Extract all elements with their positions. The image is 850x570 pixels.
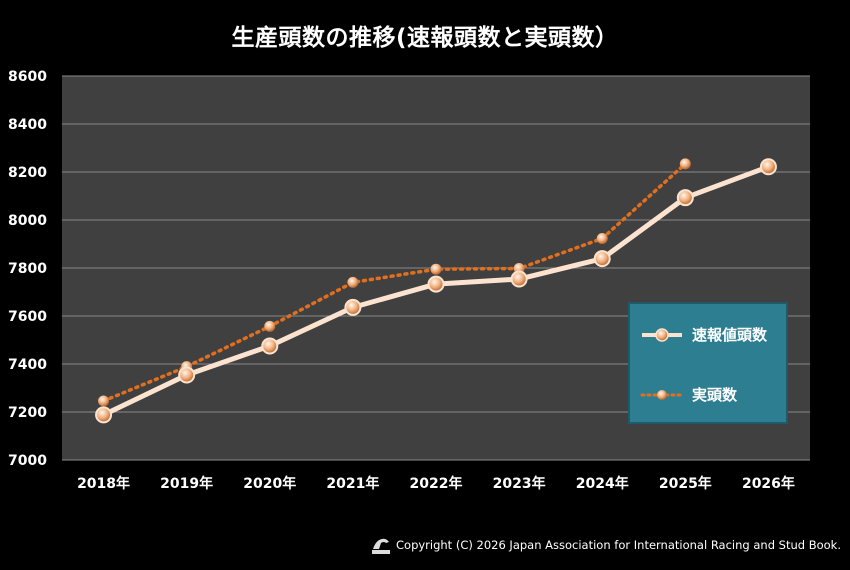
data-point-preliminary	[178, 366, 196, 384]
data-point-actual	[98, 395, 110, 407]
legend-label-series-1: 速報値頭数	[692, 326, 768, 344]
y-tick-label: 8200	[8, 165, 47, 181]
y-tick-label: 8000	[8, 213, 47, 229]
data-point-preliminary	[261, 337, 279, 355]
x-tick-label: 2023年	[493, 475, 546, 492]
copyright-notice: Copyright (C) 2026 Japan Association for…	[370, 534, 841, 556]
legend: 速報値頭数 実頭数	[628, 302, 788, 424]
copyright-text: Copyright (C) 2026 Japan Association for…	[396, 538, 841, 552]
y-axis: 7000 7200 7400 7600 7800 8000 8200 8400 8600	[8, 69, 47, 469]
y-tick-label: 7200	[8, 405, 47, 421]
data-point-preliminary	[759, 158, 777, 176]
data-point-actual	[264, 320, 276, 332]
y-tick-label: 8600	[8, 69, 47, 85]
x-tick-label: 2025年	[659, 475, 712, 492]
legend-swatch-solid-line	[642, 327, 682, 342]
x-tick-label: 2018年	[77, 475, 130, 492]
legend-item-series-2: 実頭数	[640, 384, 737, 405]
data-point-actual	[596, 232, 608, 244]
data-point-actual	[430, 263, 442, 275]
legend-item-series-1: 速報値頭数	[640, 324, 767, 345]
chart-title: 生産頭数の推移(速報頭数と実頭数）	[231, 25, 619, 51]
data-point-preliminary	[676, 189, 694, 207]
y-tick-label: 7400	[8, 357, 47, 373]
legend-swatch-dotted-line	[640, 389, 684, 400]
legend-label-series-2: 実頭数	[692, 386, 738, 404]
data-point-actual	[347, 276, 359, 288]
data-point-actual	[679, 158, 691, 170]
x-tick-label: 2021年	[326, 475, 379, 492]
x-axis: 2018年 2019年 2020年 2021年 2022年 2023年 2024年 2025年…	[77, 475, 795, 492]
y-tick-label: 8400	[8, 117, 47, 133]
x-tick-label: 2024年	[576, 475, 629, 492]
data-point-preliminary	[510, 270, 528, 288]
data-point-preliminary	[95, 406, 113, 424]
y-tick-label: 7600	[8, 309, 47, 325]
series-line-actual	[101, 162, 688, 403]
x-tick-label: 2019年	[160, 475, 213, 492]
jairs-logo-icon	[372, 538, 390, 554]
data-point-preliminary	[344, 298, 362, 316]
data-point-preliminary	[593, 250, 611, 268]
data-point-preliminary	[427, 275, 445, 293]
x-tick-label: 2026年	[742, 475, 795, 492]
y-tick-label: 7800	[8, 261, 47, 277]
x-tick-label: 2020年	[243, 475, 296, 492]
y-tick-label: 7000	[8, 453, 47, 469]
x-tick-label: 2022年	[410, 475, 463, 492]
series-layer	[95, 158, 777, 424]
